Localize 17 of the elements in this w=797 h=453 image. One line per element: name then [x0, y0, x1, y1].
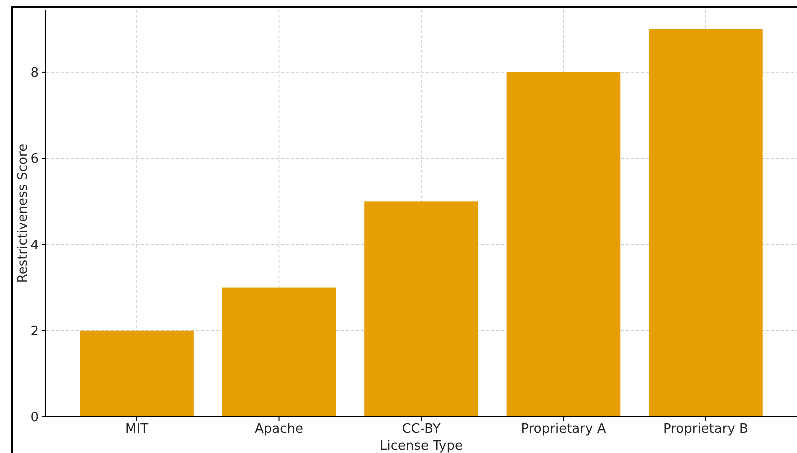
y-tick-label: 8 [30, 66, 39, 81]
x-tick-label: Apache [255, 422, 304, 437]
x-tick-label: MIT [126, 422, 149, 437]
y-tick-label: 2 [30, 324, 39, 340]
y-tick-label: 0 [30, 410, 39, 426]
bar [364, 202, 478, 417]
x-tick-label: Proprietary B [663, 422, 748, 437]
x-tick-label: CC-BY [402, 422, 441, 437]
y-tick-label: 6 [30, 152, 39, 168]
bar [506, 72, 621, 417]
x-axis-title: License Type [380, 439, 464, 453]
y-axis-title: Restrictiveness Score [16, 144, 31, 284]
bar [222, 288, 336, 417]
x-tick-label: Proprietary A [521, 422, 606, 437]
bar [649, 29, 763, 417]
y-tick-label: 4 [30, 238, 39, 254]
bar [80, 330, 194, 417]
